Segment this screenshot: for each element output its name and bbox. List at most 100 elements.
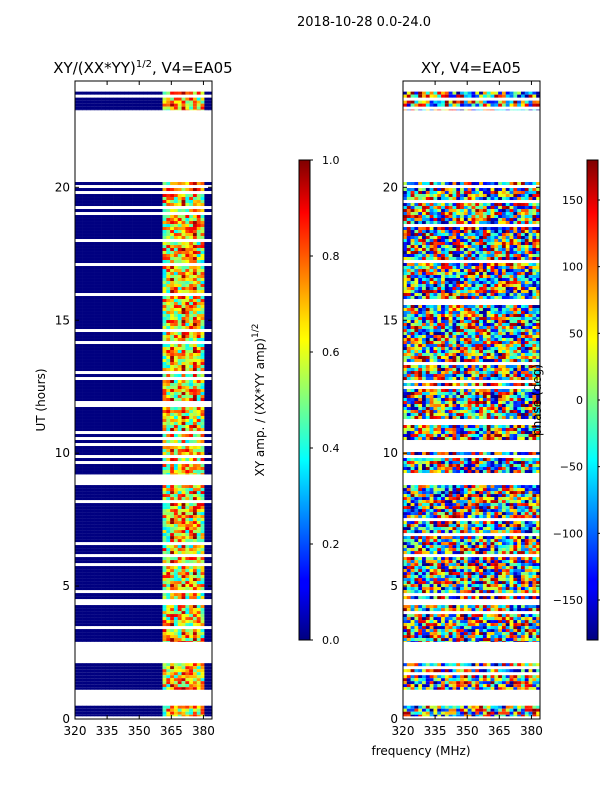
heatmap-cell (82, 344, 87, 348)
heatmap-cell (109, 518, 114, 522)
heatmap-cell (208, 314, 212, 318)
heatmap-cell (97, 278, 102, 282)
heatmap-cell (151, 491, 156, 495)
heatmap-cell (101, 509, 106, 513)
heatmap-cell (113, 533, 118, 537)
heatmap-cell (181, 254, 186, 258)
heatmap-cell (105, 545, 110, 549)
heatmap-cell (170, 714, 175, 717)
heatmap-cell (128, 233, 133, 237)
heatmap-cell (170, 317, 175, 321)
heatmap-cell (154, 467, 160, 471)
heatmap-cell (196, 491, 201, 495)
heatmap-cell (135, 587, 140, 591)
heatmap-cell (97, 302, 102, 306)
heatmap-cell (124, 596, 129, 600)
heatmap-cell (124, 395, 129, 399)
heatmap-cell (162, 227, 167, 231)
heatmap-cell (135, 572, 140, 576)
heatmap-cell (82, 512, 87, 516)
heatmap-cell (128, 320, 133, 324)
heatmap-cell (113, 233, 118, 237)
heatmap-cell (135, 611, 140, 615)
heatmap-cell (75, 236, 80, 240)
heatmap-cell (170, 242, 175, 246)
heatmap-cell (208, 386, 212, 390)
heatmap-cell (158, 632, 163, 636)
heatmap-cell (181, 464, 186, 468)
heatmap-cell (75, 473, 80, 475)
heatmap-cell (75, 305, 80, 309)
heatmap-cell (132, 335, 137, 339)
heatmap-cell (204, 557, 209, 561)
heatmap-cell (94, 491, 99, 495)
heatmap-cell (200, 425, 205, 429)
heatmap-cell (113, 536, 118, 540)
heatmap-cell (162, 260, 167, 264)
heatmap-cell (177, 536, 182, 540)
heatmap-cell (154, 365, 160, 369)
heatmap-cell (128, 257, 133, 261)
heatmap-cell (105, 635, 110, 639)
heatmap-cell (143, 494, 148, 498)
heatmap-cell (196, 317, 201, 321)
heatmap-cell (166, 527, 171, 531)
heatmap-cell (143, 539, 148, 543)
heatmap-cell (196, 536, 201, 540)
heatmap-cell (90, 275, 95, 279)
heatmap-cell (204, 497, 209, 501)
heatmap-cell (128, 669, 133, 673)
heatmap-cell (185, 272, 190, 276)
heatmap-cell (151, 368, 156, 372)
heatmap-cell (132, 290, 137, 294)
heatmap-cell (97, 434, 102, 438)
heatmap-cell (97, 503, 102, 507)
heatmap-cell (185, 428, 190, 432)
heatmap-cell (154, 233, 160, 237)
heatmap-cell (192, 311, 198, 315)
heatmap-cell (97, 635, 102, 639)
heatmap-cell (173, 245, 179, 249)
heatmap-cell (204, 452, 209, 456)
heatmap-cell (124, 434, 129, 438)
heatmap-cell (196, 392, 201, 396)
heatmap-cell (86, 687, 91, 690)
heatmap-cell (109, 245, 114, 249)
heatmap-cell (162, 344, 167, 348)
heatmap-cell (94, 203, 99, 207)
heatmap-cell (124, 620, 129, 624)
heatmap-cell (124, 350, 129, 354)
heatmap-cell (113, 620, 118, 624)
heatmap-cell (204, 347, 209, 351)
heatmap-cell (143, 311, 148, 315)
heatmap-cell (181, 663, 186, 667)
heatmap-cell (189, 452, 194, 456)
heatmap-cell (139, 560, 144, 564)
heatmap-cell (200, 284, 205, 288)
heatmap-cell (166, 308, 171, 312)
heatmap-cell (94, 422, 99, 426)
heatmap-cell (94, 188, 99, 192)
heatmap-cell (143, 236, 148, 240)
heatmap-cell (170, 311, 175, 315)
heatmap-cell (94, 608, 99, 612)
heatmap-cell (170, 362, 175, 366)
heatmap-cell (200, 467, 205, 471)
heatmap-cell (173, 527, 179, 531)
heatmap-cell (208, 467, 212, 471)
heatmap-cell (204, 608, 209, 612)
heatmap-cell (128, 620, 133, 624)
heatmap-cell (86, 251, 91, 255)
heatmap-cell (120, 491, 125, 495)
heatmap-cell (166, 356, 171, 360)
heatmap-cell (116, 524, 121, 528)
heatmap-cell (94, 524, 99, 528)
heatmap-cell (124, 320, 129, 324)
heatmap-cell (204, 194, 209, 198)
heatmap-cell (116, 317, 121, 321)
heatmap-cell (120, 254, 125, 258)
heatmap-cell (181, 386, 186, 390)
heatmap-cell (200, 681, 205, 685)
heatmap-cell (151, 230, 156, 234)
heatmap-cell (208, 353, 212, 357)
